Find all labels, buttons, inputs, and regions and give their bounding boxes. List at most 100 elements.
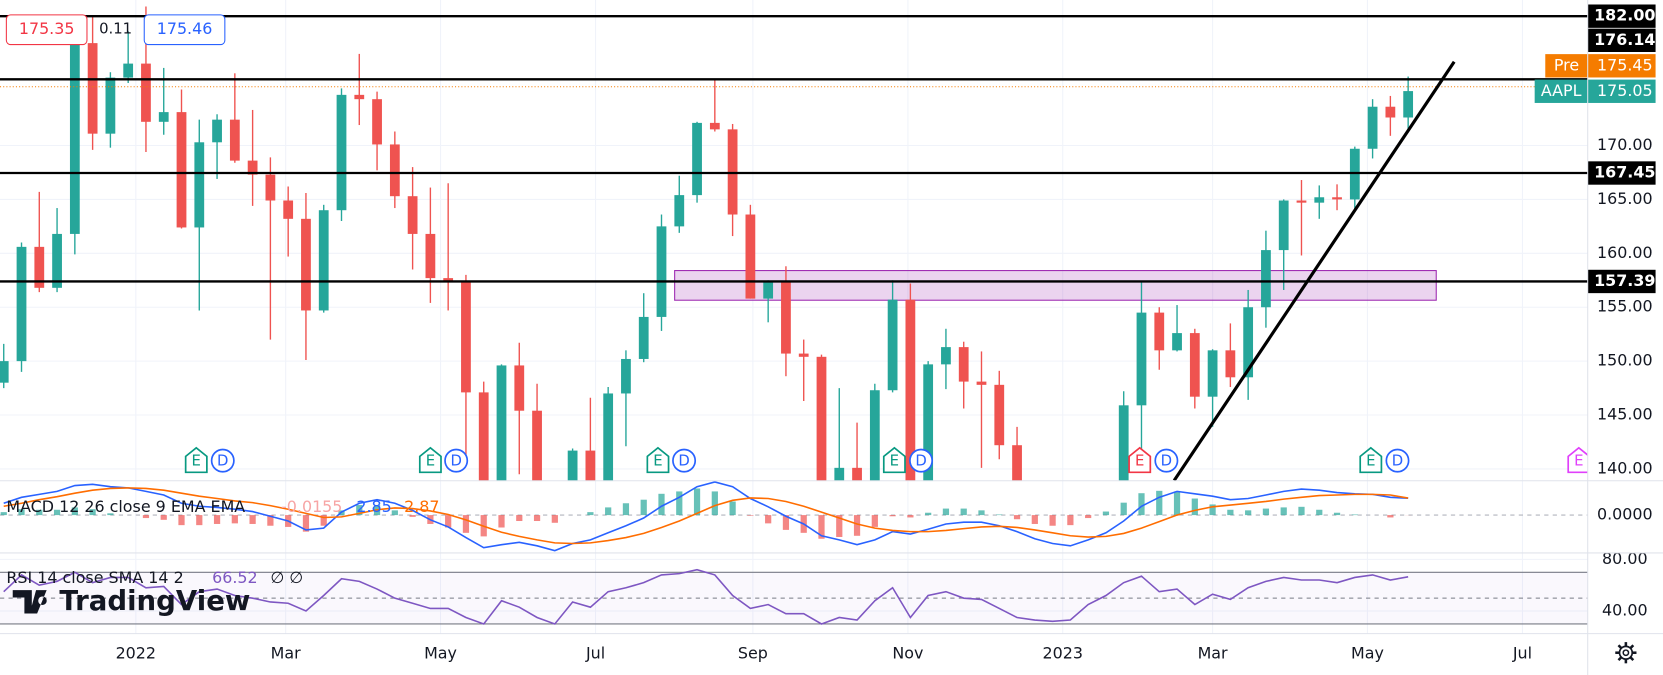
histogram-bar	[978, 510, 985, 516]
histogram-bar	[1262, 508, 1270, 516]
trendline	[1172, 60, 1456, 481]
histogram-bar	[160, 515, 167, 520]
histogram-bar	[445, 515, 452, 528]
event-icon	[1567, 446, 1588, 474]
histogram-bar	[1316, 509, 1323, 516]
candle-body	[816, 356, 827, 481]
header-box	[143, 14, 226, 46]
candle-body	[798, 353, 809, 357]
x-tick-label: Mar	[271, 643, 301, 662]
event-icon	[444, 448, 469, 473]
histogram-bar	[178, 515, 185, 526]
histogram-bar	[693, 488, 701, 516]
overlay: 2022 Mar May Jul Sep Nov 2023 Mar May Jul 140.00 14…	[116, 4, 1656, 662]
candle-body	[229, 119, 240, 161]
x-tick-label: Jul	[585, 643, 605, 662]
level-label-box	[1587, 4, 1656, 28]
histogram-bar	[925, 512, 932, 516]
histogram-bar	[1351, 514, 1358, 516]
histogram-bar	[18, 509, 25, 516]
event-label: E	[1366, 452, 1375, 470]
histogram-bar	[587, 512, 594, 516]
histogram-bar	[196, 515, 203, 526]
event-icon	[418, 446, 442, 474]
settings-icon[interactable]	[1615, 642, 1637, 664]
event-label: D	[1161, 452, 1172, 470]
x-tick-label: May	[424, 643, 457, 662]
histogram-bar	[889, 515, 896, 517]
histogram-bar	[142, 515, 150, 519]
x-tick-label: Mar	[1198, 643, 1228, 662]
macd-hist-value: -0.0155	[281, 497, 342, 516]
event-icon	[909, 448, 934, 473]
candle-body	[1332, 197, 1342, 200]
histogram-bar	[71, 507, 78, 516]
y-tick-label: 140.00	[1597, 458, 1653, 477]
symbol-tag	[1534, 79, 1588, 103]
rsi-pane	[0, 568, 1588, 625]
level-label-box	[1587, 161, 1656, 185]
x-tick-label: Jul	[1512, 643, 1532, 662]
histogram-bar	[942, 508, 950, 516]
histogram-bar	[747, 515, 754, 516]
candle-body	[1278, 200, 1289, 251]
event-icon	[1385, 448, 1410, 473]
histogram-bar	[622, 503, 630, 516]
candle-body	[745, 214, 756, 299]
x-tick-label: 2023	[1042, 643, 1082, 662]
histogram-bar	[1173, 491, 1181, 516]
candle-body	[52, 233, 62, 288]
x-tick-label: 2022	[116, 643, 156, 662]
histogram-bar	[36, 509, 43, 516]
histogram-bar	[1102, 511, 1110, 516]
candle-body	[1385, 106, 1396, 118]
histogram-bar	[818, 515, 825, 539]
histogram-bar	[1387, 515, 1394, 518]
candle-body	[158, 112, 169, 122]
watermark: TradingView	[12, 584, 250, 617]
candle-body	[496, 365, 507, 481]
candle-body	[176, 112, 187, 228]
y-tick-label: 40.00	[1602, 601, 1648, 620]
histogram-bar	[498, 515, 505, 528]
histogram-bar	[462, 515, 470, 533]
candle-body	[941, 347, 951, 365]
macd-label: MACD 12 26 close 9 EMA EMA	[6, 497, 245, 516]
candle-body	[425, 233, 436, 279]
premarket-name: Pre	[1554, 55, 1579, 74]
header-spread: 0.11	[99, 20, 132, 38]
candle-body	[389, 144, 400, 197]
candle-body	[105, 77, 116, 134]
level-label: 157.39	[1594, 271, 1655, 290]
candle-body	[69, 43, 80, 234]
candle-body	[1403, 91, 1414, 118]
indicator-line	[3, 487, 1409, 545]
candle-body	[318, 210, 329, 311]
candle-body	[1172, 333, 1182, 351]
histogram-bar	[658, 493, 665, 516]
candle-body	[585, 450, 596, 481]
candle-body	[265, 174, 276, 201]
candle-body	[301, 218, 311, 311]
histogram-bar	[1245, 510, 1252, 516]
y-tick-label: 165.00	[1597, 189, 1653, 208]
histogram-bar	[640, 499, 647, 516]
histogram-bar	[907, 515, 914, 518]
candle-body	[16, 246, 27, 362]
last-price: 175.05	[1597, 81, 1653, 100]
rsi-label: RSI 14 close SMA 14 2	[6, 568, 183, 587]
event-label: E	[192, 452, 201, 470]
candle-body	[0, 361, 9, 383]
candle-body	[1154, 312, 1165, 351]
level-label: 176.14	[1594, 30, 1655, 49]
histogram-bar	[213, 515, 221, 524]
histogram-bar	[89, 509, 96, 516]
x-tick-label: Nov	[892, 643, 923, 662]
premarket-tag	[1545, 54, 1588, 78]
premarket-price: 175.45	[1597, 55, 1653, 74]
histogram-bar	[1067, 515, 1074, 526]
event-label: E	[653, 452, 662, 470]
candle-body	[1207, 350, 1218, 397]
signal-value: 2.87	[404, 497, 439, 516]
